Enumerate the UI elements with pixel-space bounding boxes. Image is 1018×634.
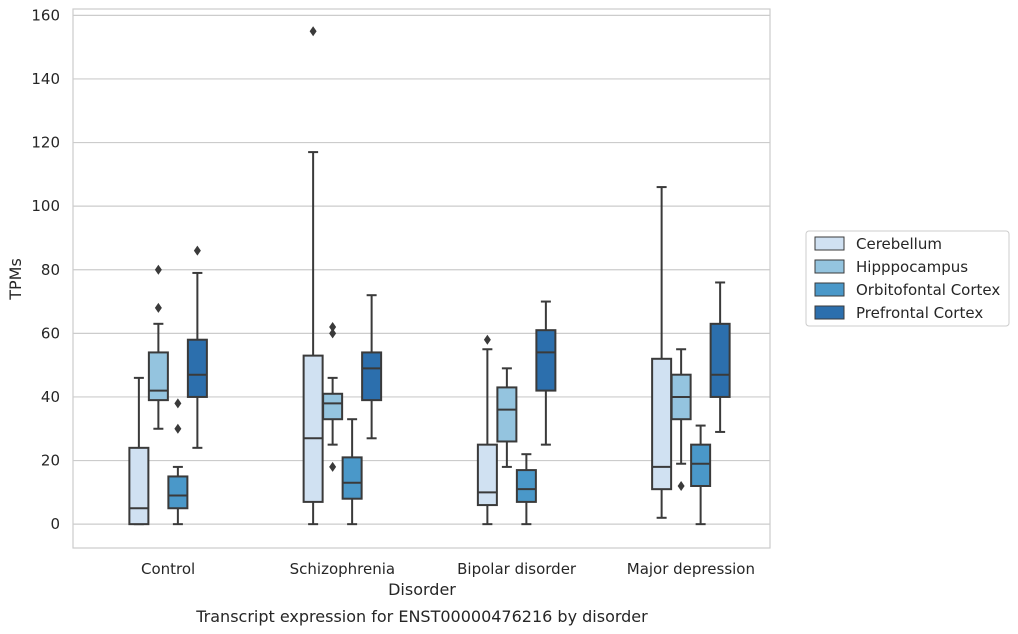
box-iqr (651, 357, 673, 491)
box-orbitofontal-cortex-1 (341, 418, 363, 526)
box-hipppocampus-1 (322, 321, 344, 472)
x-tick-label: Bipolar disorder (457, 560, 577, 578)
box-iqr (302, 354, 324, 503)
outlier-point (329, 321, 337, 332)
box-orbitofontal-cortex-0 (167, 398, 189, 526)
y-tick-label: 120 (31, 134, 60, 152)
box-iqr (322, 392, 344, 421)
legend-swatch (814, 259, 845, 274)
y-axis-label: TPMs (6, 258, 25, 301)
box-prefrontal-cortex-0 (186, 245, 208, 449)
box-iqr (128, 446, 150, 526)
y-tick-label: 20 (41, 452, 60, 470)
x-axis-ticks: Control Schizophrenia Bipolar disorder Majo… (141, 560, 755, 578)
legend-label: Cerebellum (856, 235, 942, 253)
box-hipppocampus-3 (670, 348, 692, 491)
box-iqr (476, 443, 498, 507)
y-tick-label: 140 (31, 70, 60, 88)
outlier-point (154, 302, 162, 313)
box-iqr (147, 351, 169, 402)
box-orbitofontal-cortex-3 (690, 424, 712, 526)
outlier-point (677, 480, 685, 491)
legend-swatch (814, 305, 845, 320)
box-hipppocampus-2 (496, 367, 518, 468)
legend-frame (805, 230, 1010, 327)
legend-swatch (814, 282, 845, 297)
legend-label: Hipppocampus (856, 258, 968, 276)
y-tick-label: 80 (41, 261, 60, 279)
outlier-point (174, 423, 182, 434)
box-cerebellum-1 (302, 26, 324, 526)
chart-caption: Transcript expression for ENST0000047621… (195, 607, 648, 626)
legend-label: Orbitofontal Cortex (856, 281, 1000, 299)
outlier-point (329, 328, 337, 339)
y-tick-label: 60 (41, 324, 60, 342)
outlier-point (483, 334, 491, 345)
outlier-point (174, 398, 182, 409)
box-cerebellum-0 (128, 376, 150, 526)
outlier-point (193, 245, 201, 256)
box-iqr (167, 475, 189, 510)
legend-entries: Cerebellum Hipppocampus Orbitofontal Corte… (814, 235, 1000, 322)
x-tick-label: Major depression (627, 560, 755, 578)
box-prefrontal-cortex-1 (361, 294, 383, 440)
y-axis-ticks: 0 20 40 60 80 100 120 140 160 (31, 6, 60, 533)
legend-swatch (814, 236, 845, 251)
box-prefrontal-cortex-2 (535, 300, 557, 446)
box-iqr (496, 386, 518, 443)
box-iqr (515, 469, 537, 503)
x-tick-label: Control (141, 560, 195, 578)
y-tick-label: 100 (31, 197, 60, 215)
y-tick-label: 0 (50, 515, 60, 533)
y-tick-label: 160 (31, 6, 60, 24)
x-tick-label: Schizophrenia (290, 560, 395, 578)
plot-area-frame (72, 8, 771, 549)
outlier-point (154, 264, 162, 275)
box-iqr (341, 456, 363, 500)
box-iqr (690, 443, 712, 487)
legend: Cerebellum Hipppocampus Orbitofontal Corte… (805, 230, 1010, 327)
box-iqr (186, 338, 208, 398)
boxes (128, 26, 731, 526)
box-prefrontal-cortex-3 (709, 281, 731, 433)
box-hipppocampus-0 (147, 264, 169, 430)
y-tick-label: 40 (41, 388, 60, 406)
box-cerebellum-2 (476, 334, 498, 526)
outlier-point (309, 26, 317, 37)
outlier-point (329, 461, 337, 472)
box-iqr (535, 329, 557, 392)
legend-label: Prefrontal Cortex (856, 304, 983, 322)
box-iqr (361, 351, 383, 402)
box-iqr (709, 322, 731, 398)
box-cerebellum-3 (651, 186, 673, 519)
x-axis-label: Disorder (388, 580, 456, 599)
box-orbitofontal-cortex-2 (515, 453, 537, 526)
